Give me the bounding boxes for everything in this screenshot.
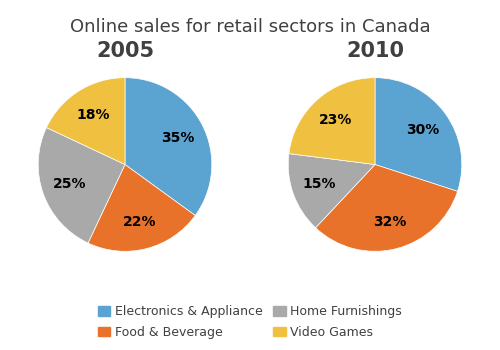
Legend: Electronics & Appliance, Food & Beverage, Home Furnishings, Video Games: Electronics & Appliance, Food & Beverage… <box>93 300 407 344</box>
Text: 18%: 18% <box>76 108 110 122</box>
Text: 22%: 22% <box>123 215 156 229</box>
Wedge shape <box>288 154 375 228</box>
Text: Online sales for retail sectors in Canada: Online sales for retail sectors in Canad… <box>70 18 430 35</box>
Text: 2005: 2005 <box>96 41 154 61</box>
Text: 35%: 35% <box>161 131 194 145</box>
Wedge shape <box>46 78 125 164</box>
Text: 2010: 2010 <box>346 41 404 61</box>
Text: 25%: 25% <box>52 177 86 191</box>
Wedge shape <box>289 78 375 164</box>
Text: 30%: 30% <box>406 123 440 137</box>
Text: 23%: 23% <box>320 113 352 127</box>
Wedge shape <box>375 78 462 191</box>
Text: 15%: 15% <box>302 177 336 191</box>
Wedge shape <box>316 164 458 251</box>
Text: 32%: 32% <box>373 215 406 229</box>
Wedge shape <box>125 78 212 216</box>
Wedge shape <box>38 127 125 243</box>
Wedge shape <box>88 164 195 251</box>
